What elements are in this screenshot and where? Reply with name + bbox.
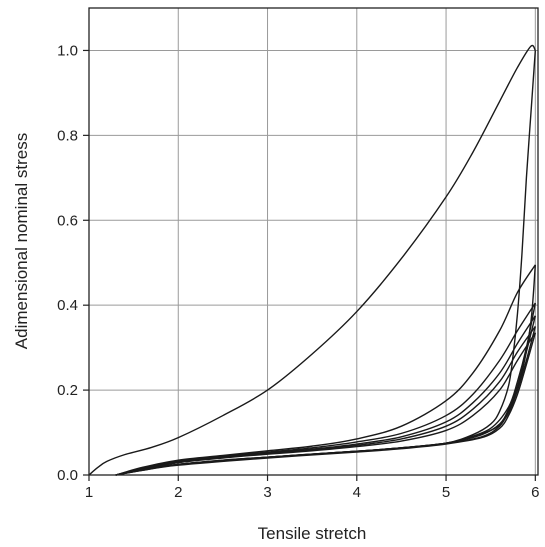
curves xyxy=(88,44,537,476)
grid xyxy=(89,8,538,475)
plot-frame xyxy=(88,7,539,476)
tick-labels: 1 2 3 4 5 6 0.0 0.2 0.4 0.6 0.8 1.0 xyxy=(57,42,539,501)
y-tick-label: 0.0 xyxy=(57,467,78,484)
y-tick-label: 0.2 xyxy=(57,382,78,399)
x-tick-label: 2 xyxy=(174,484,182,501)
series-line-11 xyxy=(115,332,536,476)
y-tick-label: 0.8 xyxy=(57,127,78,144)
x-tick-label: 3 xyxy=(263,484,271,501)
series-line-1 xyxy=(88,44,536,476)
series-line-5 xyxy=(115,302,536,476)
series-line-12 xyxy=(115,332,536,476)
axis-ticks xyxy=(83,49,536,481)
series-line-3 xyxy=(115,264,536,476)
x-tick-label: 4 xyxy=(353,484,361,501)
y-tick-label: 0.6 xyxy=(57,212,78,229)
y-tick-label: 0.4 xyxy=(57,297,78,314)
x-tick-label: 5 xyxy=(442,484,450,501)
y-tick-label: 1.0 xyxy=(57,42,78,59)
y-axis-label: Adimensional nominal stress xyxy=(12,133,31,349)
x-tick-label: 1 xyxy=(85,484,93,501)
x-axis-label: Tensile stretch xyxy=(258,524,367,543)
x-tick-label: 6 xyxy=(531,484,539,501)
